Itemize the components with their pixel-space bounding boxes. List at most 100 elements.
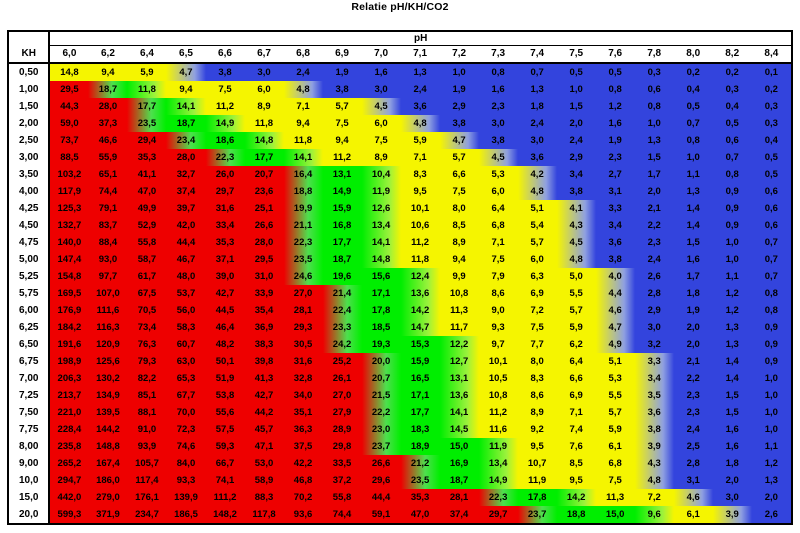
row-header-kh: 7,00	[9, 370, 51, 387]
data-cell: 17,7	[400, 404, 440, 421]
data-cell: 3,4	[556, 166, 596, 183]
data-cell: 18,8	[283, 183, 323, 200]
data-cell: 139,9	[166, 489, 206, 506]
data-cell: 3,6	[595, 234, 635, 251]
data-cell: 0,8	[595, 81, 635, 98]
data-cell: 3,8	[439, 115, 479, 132]
data-cell: 7,1	[478, 234, 518, 251]
data-cell: 2,9	[439, 98, 479, 115]
data-cell: 1,9	[595, 132, 635, 149]
data-cell: 5,0	[556, 268, 596, 285]
data-cell: 70,0	[166, 404, 206, 421]
data-cell: 184,2	[49, 319, 89, 336]
data-cell: 14,9	[205, 115, 245, 132]
data-cell: 2,8	[673, 455, 713, 472]
data-cell: 37,1	[205, 251, 245, 268]
column-header-ph: 6,8	[283, 45, 323, 64]
data-cell: 84,0	[166, 455, 206, 472]
data-cell: 2,2	[673, 370, 713, 387]
data-cell: 0,8	[712, 166, 752, 183]
data-cell: 28,0	[88, 98, 128, 115]
data-cell: 2,8	[634, 285, 674, 302]
data-cell: 2,3	[673, 387, 713, 404]
data-cell: 20,7	[244, 166, 284, 183]
data-cell: 11,9	[478, 438, 518, 455]
data-cell: 0,8	[751, 285, 791, 302]
data-cell: 25,2	[322, 353, 362, 370]
data-cell: 23,4	[166, 132, 206, 149]
row-header-kh: 3,50	[9, 166, 51, 183]
data-cell: 0,7	[517, 63, 557, 81]
data-cell: 1,9	[322, 63, 362, 81]
data-cell: 23,5	[400, 472, 440, 489]
data-cell: 7,2	[517, 302, 557, 319]
data-cell: 11,8	[400, 251, 440, 268]
data-cell: 93,3	[166, 472, 206, 489]
data-cell: 0,1	[751, 63, 791, 81]
table-row: 6,50 191,6 120,9 76,3 60,7 48,2 38,3 30,5 24,2 19…	[9, 336, 791, 353]
data-cell: 0,9	[712, 217, 752, 234]
table-row: 9,00 265,2 167,4 105,7 84,0 66,7 53,0 42,2 33,5 2…	[9, 455, 791, 472]
data-cell: 8,0	[517, 353, 557, 370]
data-cell: 9,4	[439, 251, 479, 268]
ph-kh-co2-table: pH KH 6,0 6,2 6,4 6,5 6,6 6,7 6,8 6,9 7,0 7,1 7,2 7…	[9, 32, 791, 523]
data-cell: 0,7	[751, 234, 791, 251]
data-cell: 44,4	[166, 234, 206, 251]
data-cell: 8,0	[439, 200, 479, 217]
data-cell: 93,9	[127, 438, 167, 455]
data-cell: 1,0	[634, 115, 674, 132]
data-cell: 27,0	[283, 285, 323, 302]
data-cell: 0,9	[751, 319, 791, 336]
data-cell: 33,4	[205, 217, 245, 234]
data-cell: 11,2	[322, 149, 362, 166]
data-cell: 53,0	[244, 455, 284, 472]
data-cell: 9,4	[88, 63, 128, 81]
data-cell: 27,0	[322, 387, 362, 404]
data-cell: 2,4	[517, 115, 557, 132]
data-cell: 15,9	[322, 200, 362, 217]
data-cell: 59,1	[361, 506, 401, 523]
data-cell: 3,8	[322, 81, 362, 98]
column-header-ph: 7,6	[595, 45, 635, 64]
data-cell: 22,3	[205, 149, 245, 166]
data-cell: 37,3	[88, 115, 128, 132]
data-cell: 0,9	[751, 353, 791, 370]
data-cell: 91,0	[127, 421, 167, 438]
data-cell: 6,6	[556, 370, 596, 387]
data-cell: 23,0	[361, 421, 401, 438]
data-cell: 47,0	[400, 506, 440, 523]
data-cell: 11,3	[439, 302, 479, 319]
row-header-kh: 6,50	[9, 336, 51, 353]
column-header-ph: 6,4	[127, 45, 167, 64]
data-cell: 23,5	[127, 115, 167, 132]
data-cell: 22,2	[361, 404, 401, 421]
data-cell: 17,1	[361, 285, 401, 302]
data-cell: 9,2	[517, 421, 557, 438]
data-cell: 29,5	[244, 251, 284, 268]
data-cell: 46,7	[166, 251, 206, 268]
data-cell: 15,3	[400, 336, 440, 353]
data-cell: 6,8	[478, 217, 518, 234]
data-cell: 16,9	[439, 455, 479, 472]
data-cell: 39,0	[205, 268, 245, 285]
data-cell: 7,5	[439, 183, 479, 200]
data-cell: 29,7	[205, 183, 245, 200]
table-row: 3,00 88,5 55,9 35,3 28,0 22,3 17,7 14,1 11,2 8,9 7…	[9, 149, 791, 166]
data-cell: 140,0	[49, 234, 89, 251]
data-cell: 37,2	[322, 472, 362, 489]
data-cell: 0,9	[751, 336, 791, 353]
column-header-ph: 7,5	[556, 45, 596, 64]
data-cell: 4,2	[517, 166, 557, 183]
data-cell: 2,3	[478, 98, 518, 115]
data-cell: 21,5	[361, 387, 401, 404]
data-cell: 1,2	[751, 455, 791, 472]
column-header-ph: 6,0	[49, 45, 89, 64]
data-cell: 4,8	[517, 183, 557, 200]
table-head: pH KH 6,0 6,2 6,4 6,5 6,6 6,7 6,8 6,9 7,0 7,1 7,2 7…	[9, 32, 791, 64]
data-cell: 3,4	[595, 217, 635, 234]
data-cell: 5,9	[127, 63, 167, 81]
data-cell: 11,6	[478, 421, 518, 438]
data-cell: 18,5	[361, 319, 401, 336]
data-cell: 6,8	[595, 455, 635, 472]
data-cell: 5,5	[595, 387, 635, 404]
